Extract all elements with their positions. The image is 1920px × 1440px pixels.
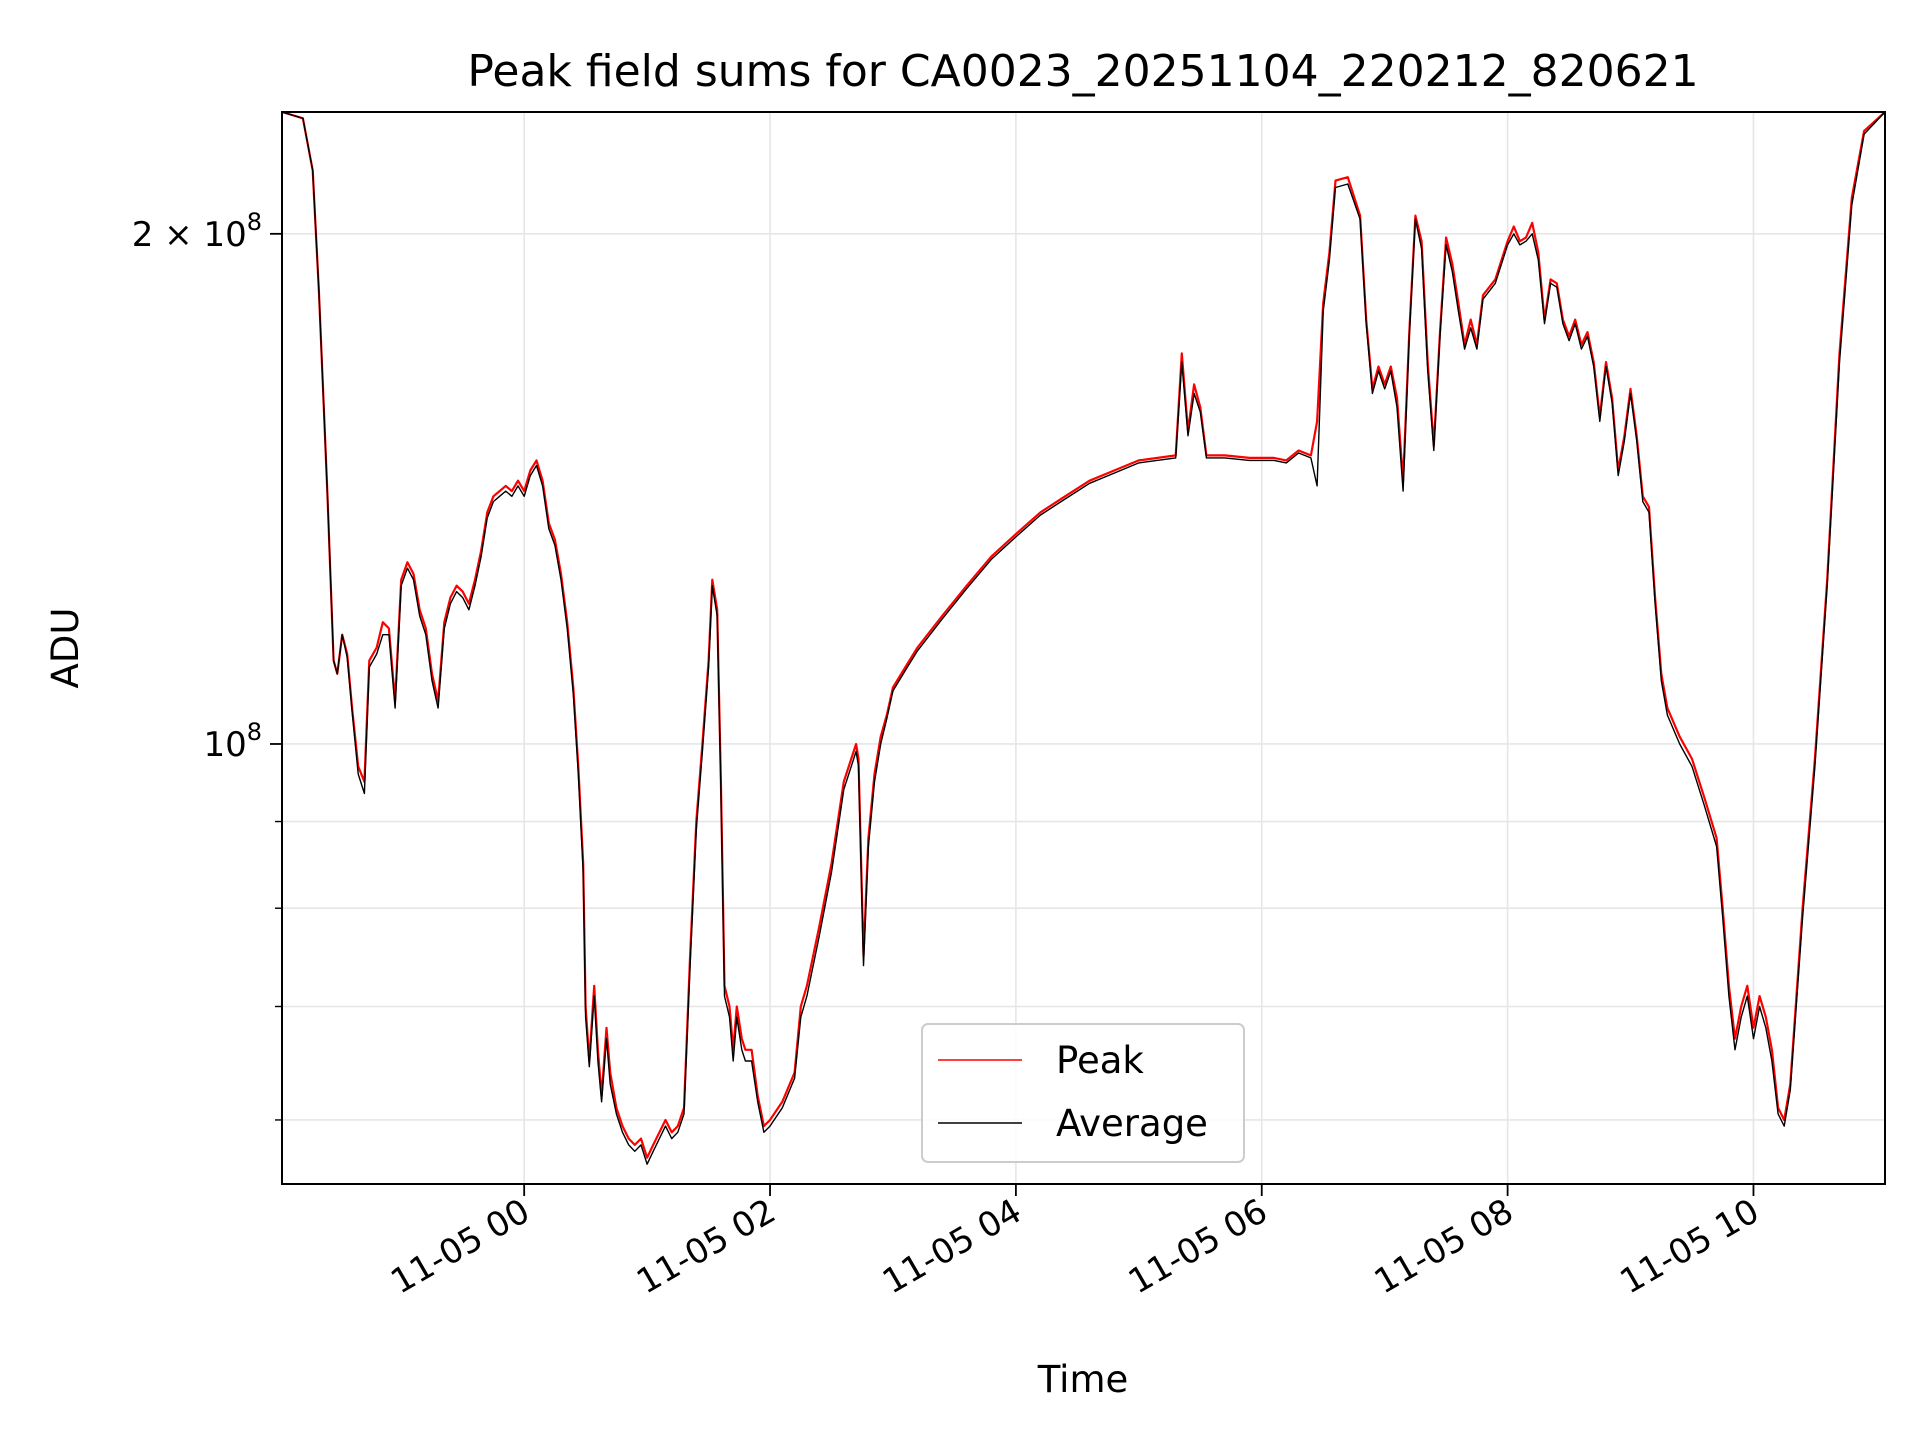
y-tick-exponent: 8 bbox=[247, 718, 262, 746]
series-layer bbox=[281, 110, 1886, 1165]
y-tick-label: 108 bbox=[203, 718, 262, 765]
legend-label-peak: Peak bbox=[1056, 1039, 1144, 1082]
y-tick-label: 2 × 108 bbox=[132, 208, 262, 255]
y-tick-exponent: 8 bbox=[247, 208, 262, 236]
y-tick-base: 10 bbox=[203, 215, 246, 255]
y-tick-base: 10 bbox=[203, 725, 246, 765]
x-axis-label: Time bbox=[1037, 1358, 1129, 1401]
grid bbox=[282, 112, 1885, 1184]
legend: Peak Average bbox=[921, 1023, 1245, 1163]
chart-title: Peak field sums for CA0023_20251104_2202… bbox=[467, 46, 1698, 97]
y-axis-label: ADU bbox=[44, 608, 87, 689]
legend-label-average: Average bbox=[1056, 1102, 1208, 1145]
y-tick-prefix: 2 × bbox=[132, 215, 204, 255]
series-line-average bbox=[281, 111, 1886, 1165]
legend-box bbox=[921, 1023, 1245, 1163]
plot-frame bbox=[281, 111, 1886, 1185]
